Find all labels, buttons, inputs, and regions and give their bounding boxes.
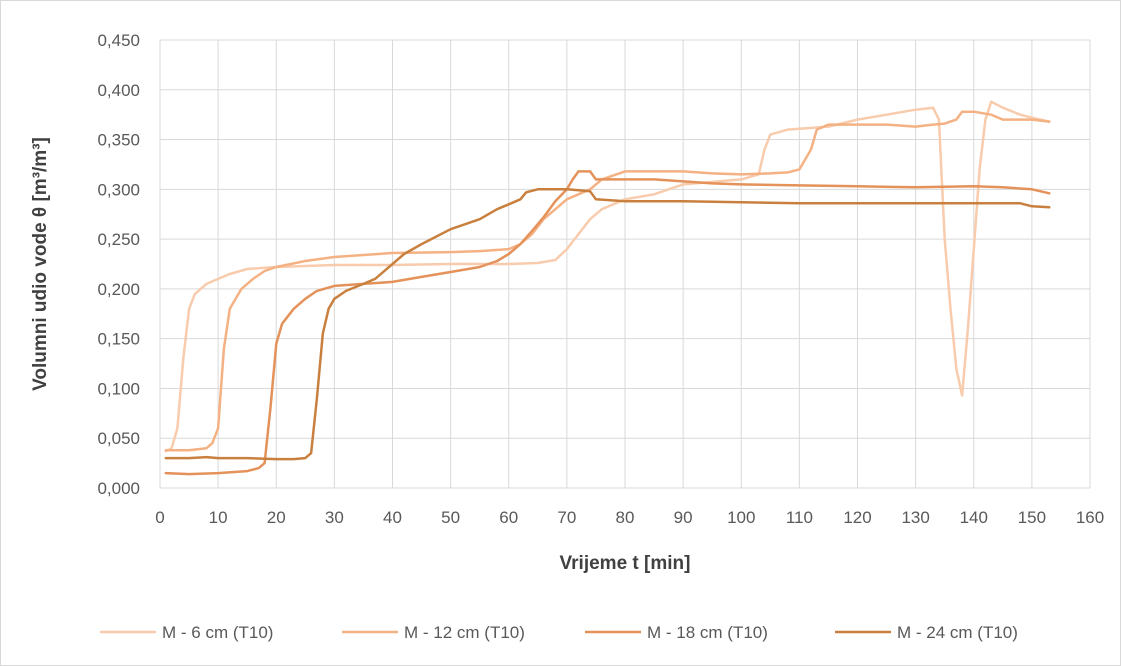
x-axis-title: Vrijeme t [min] bbox=[560, 553, 691, 574]
y-tick-label: 0,300 bbox=[97, 180, 140, 199]
x-tick-label: 60 bbox=[499, 508, 518, 527]
x-tick-label: 110 bbox=[786, 508, 813, 527]
series-line-2 bbox=[164, 110, 1051, 452]
x-tick-label: 20 bbox=[267, 508, 286, 527]
x-tick-label: 10 bbox=[209, 508, 228, 527]
x-tick-label: 40 bbox=[383, 508, 402, 527]
legend-label-2: M - 12 cm (T10) bbox=[404, 623, 525, 642]
y-tick-label: 0,100 bbox=[97, 379, 140, 398]
x-tick-label: 50 bbox=[441, 508, 460, 527]
x-tick-label: 120 bbox=[843, 508, 871, 527]
x-tick-label: 140 bbox=[960, 508, 988, 527]
series-line-1 bbox=[164, 100, 1051, 453]
x-tick-label: 70 bbox=[557, 508, 576, 527]
y-tick-label: 0,350 bbox=[97, 131, 140, 150]
x-tick-label: 130 bbox=[901, 508, 929, 527]
x-tick-label: 160 bbox=[1076, 508, 1104, 527]
grid-lines bbox=[159, 39, 1091, 489]
y-axis-ticks: 0,000 0,050 0,100 0,150 0,200 0,250 0,300 0,350… bbox=[97, 31, 140, 498]
y-tick-label: 0,000 bbox=[97, 479, 140, 498]
y-tick-label: 0,400 bbox=[97, 81, 140, 100]
series-line-3 bbox=[164, 170, 1051, 476]
x-tick-label: 30 bbox=[325, 508, 344, 527]
x-tick-label: 100 bbox=[727, 508, 755, 527]
x-tick-label: 0 bbox=[155, 508, 164, 527]
x-tick-label: 150 bbox=[1018, 508, 1046, 527]
series-lines bbox=[164, 100, 1051, 476]
x-tick-label: 90 bbox=[674, 508, 693, 527]
y-tick-label: 0,150 bbox=[97, 330, 140, 349]
y-tick-label: 0,050 bbox=[97, 429, 140, 448]
x-axis-ticks: 0 10 20 30 40 50 60 70 80 90 100 110 120 130 140 150 160 bbox=[155, 508, 1104, 527]
y-axis-title: Volumni udio vode θ [m³/m³] bbox=[30, 137, 51, 391]
series-line-4 bbox=[164, 188, 1051, 461]
y-tick-label: 0,200 bbox=[97, 280, 140, 299]
legend-label-4: M - 24 cm (T10) bbox=[897, 623, 1018, 642]
y-tick-label: 0,250 bbox=[97, 230, 140, 249]
y-tick-label: 0,450 bbox=[97, 31, 140, 50]
legend-label-3: M - 18 cm (T10) bbox=[647, 623, 768, 642]
x-tick-label: 80 bbox=[616, 508, 635, 527]
legend-label-1: M - 6 cm (T10) bbox=[162, 623, 273, 642]
legend: M - 6 cm (T10) M - 12 cm (T10) M - 18 cm (… bbox=[100, 623, 1018, 642]
